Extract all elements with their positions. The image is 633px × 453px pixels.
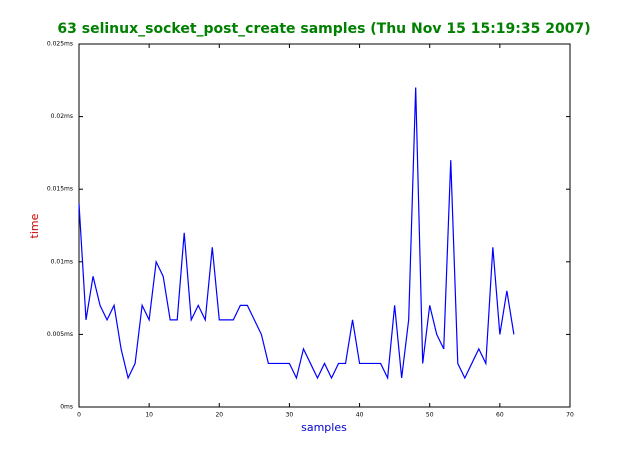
x-tick-label: 0 [77, 412, 81, 419]
y-tick-label: 0.015ms [47, 186, 73, 193]
y-axis-label: time [28, 213, 41, 238]
x-tick-label: 60 [496, 412, 504, 419]
y-tick-label: 0.005ms [47, 331, 73, 338]
y-tick-label: 0.02ms [51, 113, 73, 120]
plot-frame [78, 43, 571, 408]
x-tick-label: 70 [566, 412, 574, 419]
y-tick-label: 0ms [60, 404, 73, 411]
chart-title: 63 selinux_socket_post_create samples (T… [57, 21, 590, 37]
y-tick-label: 0.025ms [47, 41, 73, 48]
data-line [78, 87, 515, 381]
x-axis-label: samples [301, 421, 347, 434]
x-tick-label: 40 [356, 412, 364, 419]
x-tick-label: 30 [286, 412, 294, 419]
x-tick-label: 20 [215, 412, 223, 419]
x-tick-label: 50 [426, 412, 434, 419]
y-tick-label: 0.01ms [51, 258, 73, 265]
x-tick-label: 10 [145, 412, 153, 419]
